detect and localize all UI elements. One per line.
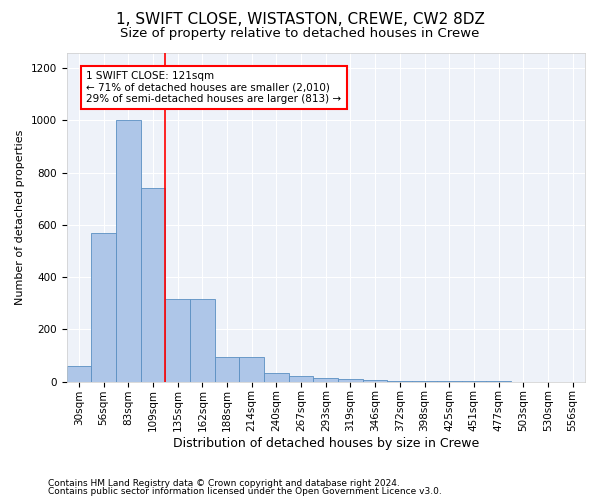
Text: Contains HM Land Registry data © Crown copyright and database right 2024.: Contains HM Land Registry data © Crown c…	[48, 478, 400, 488]
Bar	[91, 233, 116, 382]
Bar	[289, 376, 313, 382]
X-axis label: Distribution of detached houses by size in Crewe: Distribution of detached houses by size …	[173, 437, 479, 450]
Bar	[412, 381, 437, 382]
Text: 1, SWIFT CLOSE, WISTASTON, CREWE, CW2 8DZ: 1, SWIFT CLOSE, WISTASTON, CREWE, CW2 8D…	[116, 12, 484, 28]
Bar	[116, 120, 140, 382]
Bar	[363, 380, 388, 382]
Y-axis label: Number of detached properties: Number of detached properties	[15, 130, 25, 305]
Text: 1 SWIFT CLOSE: 121sqm
← 71% of detached houses are smaller (2,010)
29% of semi-d: 1 SWIFT CLOSE: 121sqm ← 71% of detached …	[86, 71, 341, 104]
Bar	[388, 381, 412, 382]
Bar	[67, 366, 91, 382]
Bar	[165, 300, 190, 382]
Bar	[140, 188, 165, 382]
Bar	[215, 357, 239, 382]
Bar	[338, 379, 363, 382]
Text: Contains public sector information licensed under the Open Government Licence v3: Contains public sector information licen…	[48, 487, 442, 496]
Bar	[239, 357, 264, 382]
Text: Size of property relative to detached houses in Crewe: Size of property relative to detached ho…	[121, 28, 479, 40]
Bar	[190, 300, 215, 382]
Bar	[264, 372, 289, 382]
Bar	[313, 378, 338, 382]
